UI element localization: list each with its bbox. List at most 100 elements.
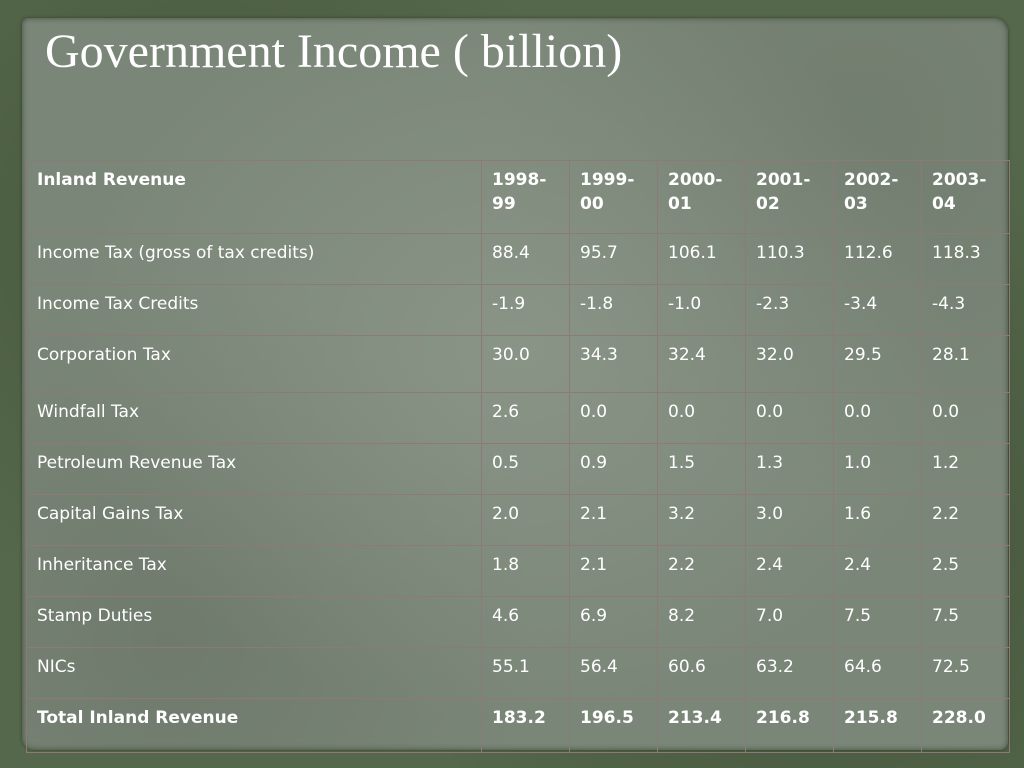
value-cell: 110.3 [745,233,834,285]
table-row: Capital Gains Tax 2.0 2.1 3.2 3.0 1.6 2.2 [26,494,1010,546]
value-cell: 32.0 [745,335,834,393]
header-year-line1: 1998- [492,170,547,190]
value-cell: 1.5 [657,443,746,495]
value-cell: 60.6 [657,647,746,699]
header-year-line1: 2000- [668,170,723,190]
header-year-line1: 2003- [932,170,987,190]
total-value-cell: 215.8 [833,698,922,753]
header-year-line2: 00 [580,194,604,214]
value-cell: 55.1 [481,647,570,699]
value-cell: -1.9 [481,284,570,336]
value-cell: 0.0 [657,392,746,444]
header-year-line1: 2002- [844,170,899,190]
table-row: NICs 55.1 56.4 60.6 63.2 64.6 72.5 [26,647,1010,699]
table-row: Windfall Tax 2.6 0.0 0.0 0.0 0.0 0.0 [26,392,1010,444]
header-label: Inland Revenue [37,170,186,190]
value-cell: 2.4 [833,545,922,597]
header-year-line1: 1999- [580,170,635,190]
value-cell: -4.3 [921,284,1010,336]
header-cell-year: 2001- 02 [745,160,834,234]
value-cell: 2.6 [481,392,570,444]
value-cell: -1.0 [657,284,746,336]
header-cell-category: Inland Revenue [26,160,482,234]
row-label-cell: Capital Gains Tax [26,494,482,546]
table-body: Income Tax (gross of tax credits) 88.4 95.… [26,233,1010,753]
value-cell: 2.1 [569,494,658,546]
value-cell: 112.6 [833,233,922,285]
header-year-line2: 01 [668,194,692,214]
value-cell: 7.5 [921,596,1010,648]
value-cell: 63.2 [745,647,834,699]
row-label-cell: NICs [26,647,482,699]
value-cell: 29.5 [833,335,922,393]
row-label-cell: Windfall Tax [26,392,482,444]
table-row: Corporation Tax 30.0 34.3 32.4 32.0 29.5 28.1 [26,335,1010,393]
table-row: Inheritance Tax 1.8 2.1 2.2 2.4 2.4 2.5 [26,545,1010,597]
total-value-cell: 213.4 [657,698,746,753]
value-cell: 118.3 [921,233,1010,285]
value-cell: 34.3 [569,335,658,393]
value-cell: 0.0 [745,392,834,444]
header-year-line2: 99 [492,194,516,214]
header-year-line2: 02 [756,194,780,214]
total-value-cell: 196.5 [569,698,658,753]
value-cell: 3.2 [657,494,746,546]
value-cell: 2.5 [921,545,1010,597]
value-cell: 1.0 [833,443,922,495]
table-row: Income Tax (gross of tax credits) 88.4 95.… [26,233,1010,285]
row-label-cell: Stamp Duties [26,596,482,648]
header-cell-year: 2002- 03 [833,160,922,234]
value-cell: 64.6 [833,647,922,699]
value-cell: 0.5 [481,443,570,495]
value-cell: 106.1 [657,233,746,285]
value-cell: 2.1 [569,545,658,597]
total-value-cell: 216.8 [745,698,834,753]
row-label-cell: Inheritance Tax [26,545,482,597]
slide-title: Government Income ( billion) [45,25,623,78]
row-label-cell: Petroleum Revenue Tax [26,443,482,495]
table-row: Petroleum Revenue Tax 0.5 0.9 1.5 1.3 1.0 1.2 [26,443,1010,495]
header-cell-year: 2000- 01 [657,160,746,234]
value-cell: -1.8 [569,284,658,336]
value-cell: 30.0 [481,335,570,393]
header-year-line2: 04 [932,194,956,214]
value-cell: 32.4 [657,335,746,393]
total-value-cell: 228.0 [921,698,1010,753]
value-cell: 56.4 [569,647,658,699]
value-cell: 4.6 [481,596,570,648]
table-header-row: Inland Revenue 1998- 99 1999- 00 2000- 01 2… [26,160,1010,234]
value-cell: 7.0 [745,596,834,648]
value-cell: 2.0 [481,494,570,546]
header-year-line2: 03 [844,194,868,214]
header-cell-year: 1998- 99 [481,160,570,234]
value-cell: 0.0 [569,392,658,444]
value-cell: 3.0 [745,494,834,546]
value-cell: 88.4 [481,233,570,285]
row-label-cell: Income Tax (gross of tax credits) [26,233,482,285]
total-value-cell: 183.2 [481,698,570,753]
value-cell: 7.5 [833,596,922,648]
table-row: Stamp Duties 4.6 6.9 8.2 7.0 7.5 7.5 [26,596,1010,648]
header-cell-year: 1999- 00 [569,160,658,234]
value-cell: 8.2 [657,596,746,648]
total-label-cell: Total Inland Revenue [26,698,482,753]
table-row: Income Tax Credits -1.9 -1.8 -1.0 -2.3 -3.4 -4… [26,284,1010,336]
value-cell: -3.4 [833,284,922,336]
revenue-table: Inland Revenue 1998- 99 1999- 00 2000- 01 2… [26,160,1010,753]
value-cell: 2.2 [921,494,1010,546]
row-label-cell: Income Tax Credits [26,284,482,336]
value-cell: 2.2 [657,545,746,597]
value-cell: 6.9 [569,596,658,648]
row-label-cell: Corporation Tax [26,335,482,393]
value-cell: 0.0 [833,392,922,444]
value-cell: 2.4 [745,545,834,597]
value-cell: 28.1 [921,335,1010,393]
value-cell: 72.5 [921,647,1010,699]
value-cell: 0.0 [921,392,1010,444]
value-cell: 95.7 [569,233,658,285]
value-cell: -2.3 [745,284,834,336]
total-row: Total Inland Revenue 183.2 196.5 213.4 216.8… [26,698,1010,753]
value-cell: 1.8 [481,545,570,597]
value-cell: 0.9 [569,443,658,495]
header-year-line1: 2001- [756,170,811,190]
